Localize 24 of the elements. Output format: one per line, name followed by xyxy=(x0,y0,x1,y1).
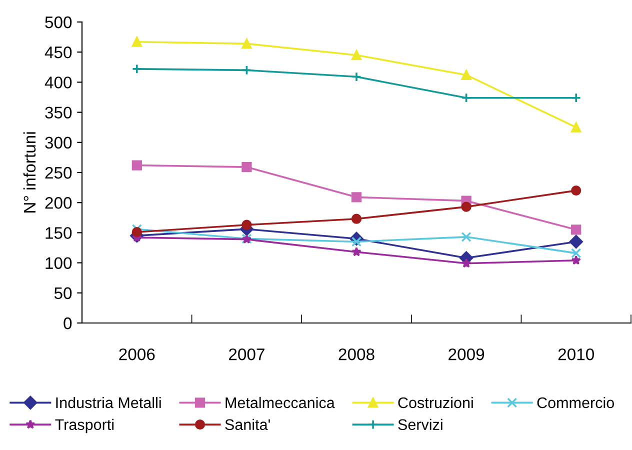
y-tick-label: 450 xyxy=(44,46,72,58)
y-tick-label: 400 xyxy=(44,76,72,88)
x-tick-label: 2007 xyxy=(229,348,264,360)
legend-label: Sanita' xyxy=(225,418,270,430)
legend-label: Costruzioni xyxy=(398,396,473,408)
y-tick-label: 250 xyxy=(45,166,72,179)
legend-label: Servizi xyxy=(398,418,442,430)
x-tick-label: 2006 xyxy=(119,348,155,360)
y-tick-label: 300 xyxy=(45,136,72,149)
y-tick-label: 50 xyxy=(54,287,72,300)
x-tick-label: 2009 xyxy=(448,348,484,360)
y-axis-title: N° infortuni xyxy=(23,132,36,212)
y-tick-label: 350 xyxy=(45,106,72,119)
x-tick-label: 2010 xyxy=(558,348,594,360)
y-tick-label: 0 xyxy=(64,317,72,330)
y-tick-label: 100 xyxy=(46,257,72,270)
legend-label: Trasporti xyxy=(55,418,114,434)
legend-label: Industria Metalli xyxy=(56,396,161,408)
y-tick-label: 150 xyxy=(46,227,72,239)
legend-label: Commercio xyxy=(537,396,614,408)
legend-label: Metalmeccanica xyxy=(226,396,335,408)
y-tick-label: 200 xyxy=(45,197,72,209)
x-tick-label: 2008 xyxy=(338,348,374,360)
y-tick-label: 500 xyxy=(45,16,72,28)
